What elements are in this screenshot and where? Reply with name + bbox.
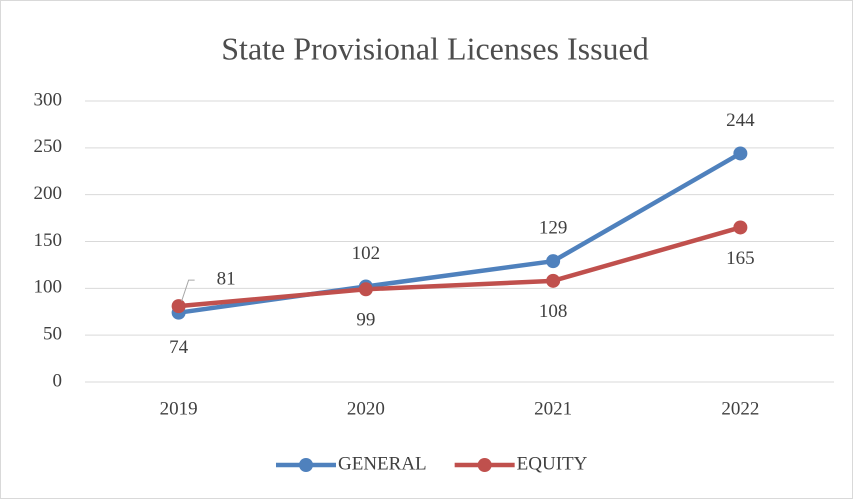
legend-marker — [477, 458, 492, 472]
legend-label: GENERAL — [338, 453, 427, 474]
x-tick-label: 2019 — [160, 398, 198, 419]
y-tick-label: 50 — [43, 324, 62, 345]
y-tick-label: 300 — [34, 89, 63, 110]
data-label: 244 — [726, 110, 755, 131]
legend-label: EQUITY — [517, 453, 588, 474]
y-tick-label: 200 — [34, 183, 63, 204]
chart-title: State Provisional Licenses Issued — [221, 30, 648, 66]
point — [733, 220, 748, 235]
data-label: 108 — [539, 301, 568, 322]
point — [733, 146, 748, 161]
data-label: 99 — [356, 310, 375, 331]
y-tick-label: 0 — [53, 370, 63, 391]
point — [546, 273, 561, 288]
series-line — [176, 225, 743, 309]
legend-marker — [299, 458, 313, 472]
data-label: 129 — [539, 218, 568, 239]
data-label: 102 — [352, 243, 381, 264]
x-tick-label: 2022 — [721, 398, 759, 419]
data-label: 74 — [169, 337, 189, 358]
y-tick-label: 150 — [34, 230, 63, 251]
point — [546, 254, 561, 269]
x-tick-label: 2021 — [534, 398, 572, 419]
y-tick-label: 250 — [34, 136, 63, 157]
data-label: 165 — [726, 248, 755, 269]
x-tick-label: 2020 — [347, 398, 385, 419]
data-label: 81 — [217, 268, 236, 289]
y-tick-label: 100 — [34, 277, 63, 298]
point — [358, 282, 373, 297]
leader-line — [181, 279, 195, 302]
point — [171, 299, 186, 314]
